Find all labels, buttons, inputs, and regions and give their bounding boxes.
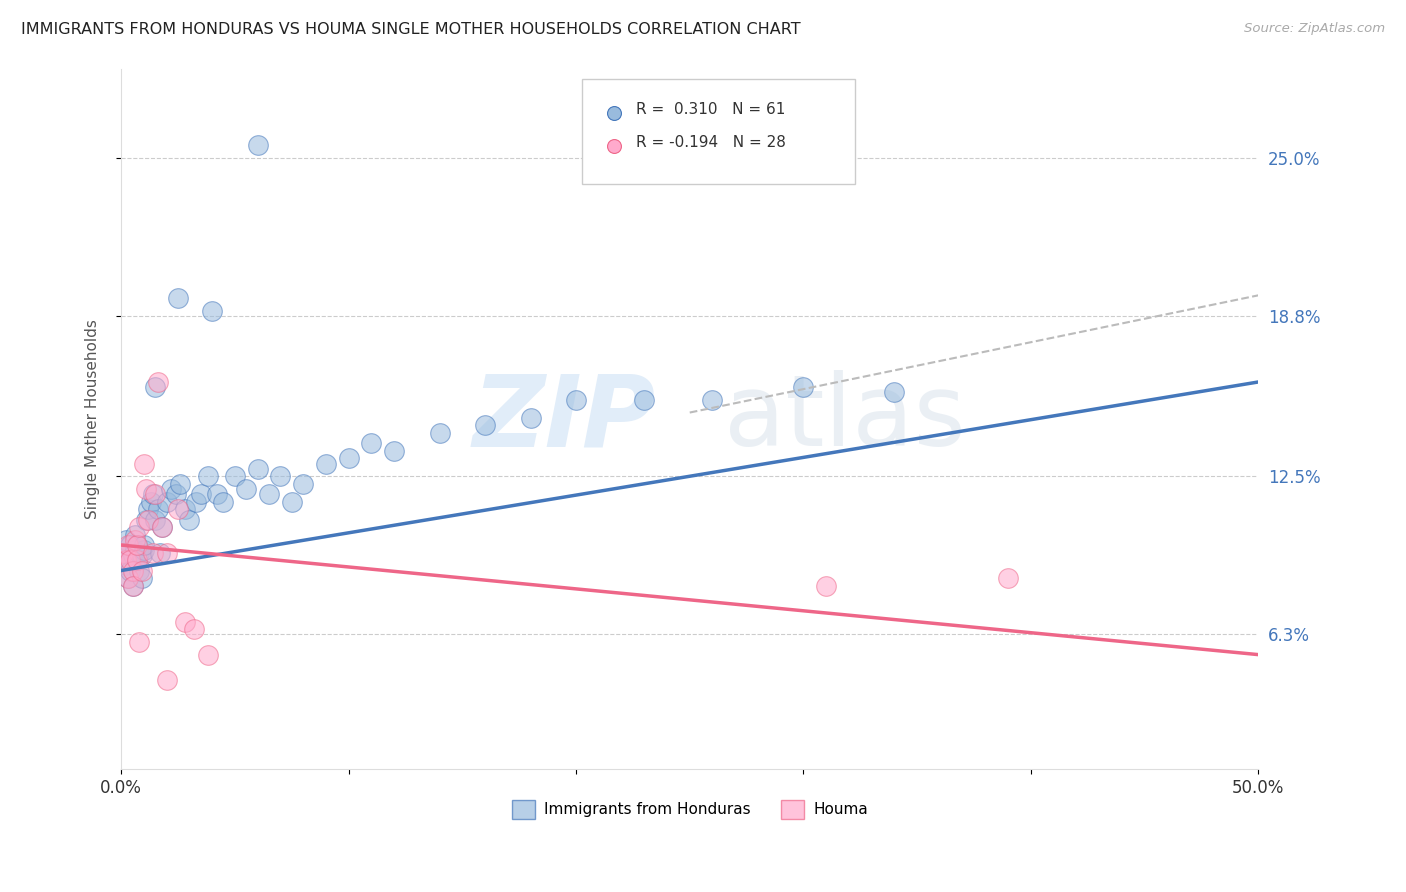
Text: ZIP: ZIP [472, 370, 655, 467]
Point [138, 512, 160, 526]
Point [112, 546, 135, 560]
Point [132, 538, 155, 552]
Point [183, 622, 205, 636]
Point [142, 546, 165, 560]
Point [143, 487, 166, 501]
Point [132, 457, 155, 471]
Point [224, 469, 246, 483]
Point [149, 546, 172, 560]
Point [132, 543, 155, 558]
Point [197, 469, 219, 483]
Point [124, 528, 146, 542]
Point [997, 571, 1019, 585]
Point [212, 494, 235, 508]
Point [382, 443, 405, 458]
Point [128, 564, 150, 578]
Point [315, 457, 337, 471]
Point [235, 482, 257, 496]
Point [128, 635, 150, 649]
Point [565, 392, 588, 407]
Point [117, 553, 139, 567]
Point [120, 538, 142, 552]
Text: atlas: atlas [724, 370, 966, 467]
Point [150, 520, 173, 534]
Point [128, 520, 150, 534]
Point [124, 543, 146, 558]
Point [429, 425, 451, 440]
Point [139, 494, 162, 508]
Point [167, 502, 190, 516]
Point [246, 461, 269, 475]
Point [120, 553, 142, 567]
Point [121, 579, 143, 593]
Point [114, 553, 136, 567]
Point [360, 436, 382, 450]
Point [201, 303, 224, 318]
Point [702, 392, 724, 407]
Point [165, 487, 187, 501]
Point [146, 502, 169, 516]
Point [121, 548, 143, 562]
Point [128, 546, 150, 560]
Point [124, 533, 146, 547]
Point [883, 385, 905, 400]
Point [474, 418, 496, 433]
Y-axis label: Single Mother Households: Single Mother Households [86, 319, 100, 519]
Point [156, 546, 179, 560]
Point [117, 571, 139, 585]
Point [121, 579, 143, 593]
Point [173, 615, 195, 629]
Point [815, 579, 838, 593]
Point [131, 564, 153, 578]
Text: IMMIGRANTS FROM HONDURAS VS HOUMA SINGLE MOTHER HOUSEHOLDS CORRELATION CHART: IMMIGRANTS FROM HONDURAS VS HOUMA SINGLE… [21, 22, 800, 37]
Point [112, 546, 135, 560]
Point [114, 533, 136, 547]
Point [169, 476, 191, 491]
Point [205, 487, 228, 501]
Point [117, 538, 139, 552]
Point [135, 482, 157, 496]
Legend: Immigrants from Honduras, Houma: Immigrants from Honduras, Houma [506, 794, 875, 825]
Point [173, 502, 195, 516]
Point [125, 538, 148, 552]
Point [269, 469, 291, 483]
Point [142, 487, 165, 501]
Point [179, 512, 201, 526]
Point [519, 410, 541, 425]
Point [121, 564, 143, 578]
Point [120, 564, 142, 578]
FancyBboxPatch shape [582, 79, 855, 184]
Point [125, 538, 148, 552]
Text: Source: ZipAtlas.com: Source: ZipAtlas.com [1244, 22, 1385, 36]
Point [280, 494, 302, 508]
Point [117, 571, 139, 585]
Point [146, 375, 169, 389]
Point [131, 571, 153, 585]
Point [135, 512, 157, 526]
Point [131, 548, 153, 562]
Point [160, 482, 183, 496]
Point [190, 487, 212, 501]
Text: R = -0.194   N = 28: R = -0.194 N = 28 [637, 135, 786, 150]
Point [125, 553, 148, 567]
Point [156, 673, 179, 687]
Point [292, 476, 315, 491]
Point [792, 380, 814, 394]
Point [143, 380, 166, 394]
Point [143, 512, 166, 526]
Point [156, 494, 179, 508]
Point [138, 502, 160, 516]
Point [114, 558, 136, 573]
Point [167, 291, 190, 305]
Point [150, 520, 173, 534]
Point [197, 648, 219, 662]
Point [125, 553, 148, 567]
Point [186, 494, 208, 508]
Point [633, 392, 655, 407]
Point [246, 138, 269, 153]
Point [257, 487, 280, 501]
Point [337, 451, 360, 466]
Text: R =  0.310   N = 61: R = 0.310 N = 61 [637, 102, 786, 117]
